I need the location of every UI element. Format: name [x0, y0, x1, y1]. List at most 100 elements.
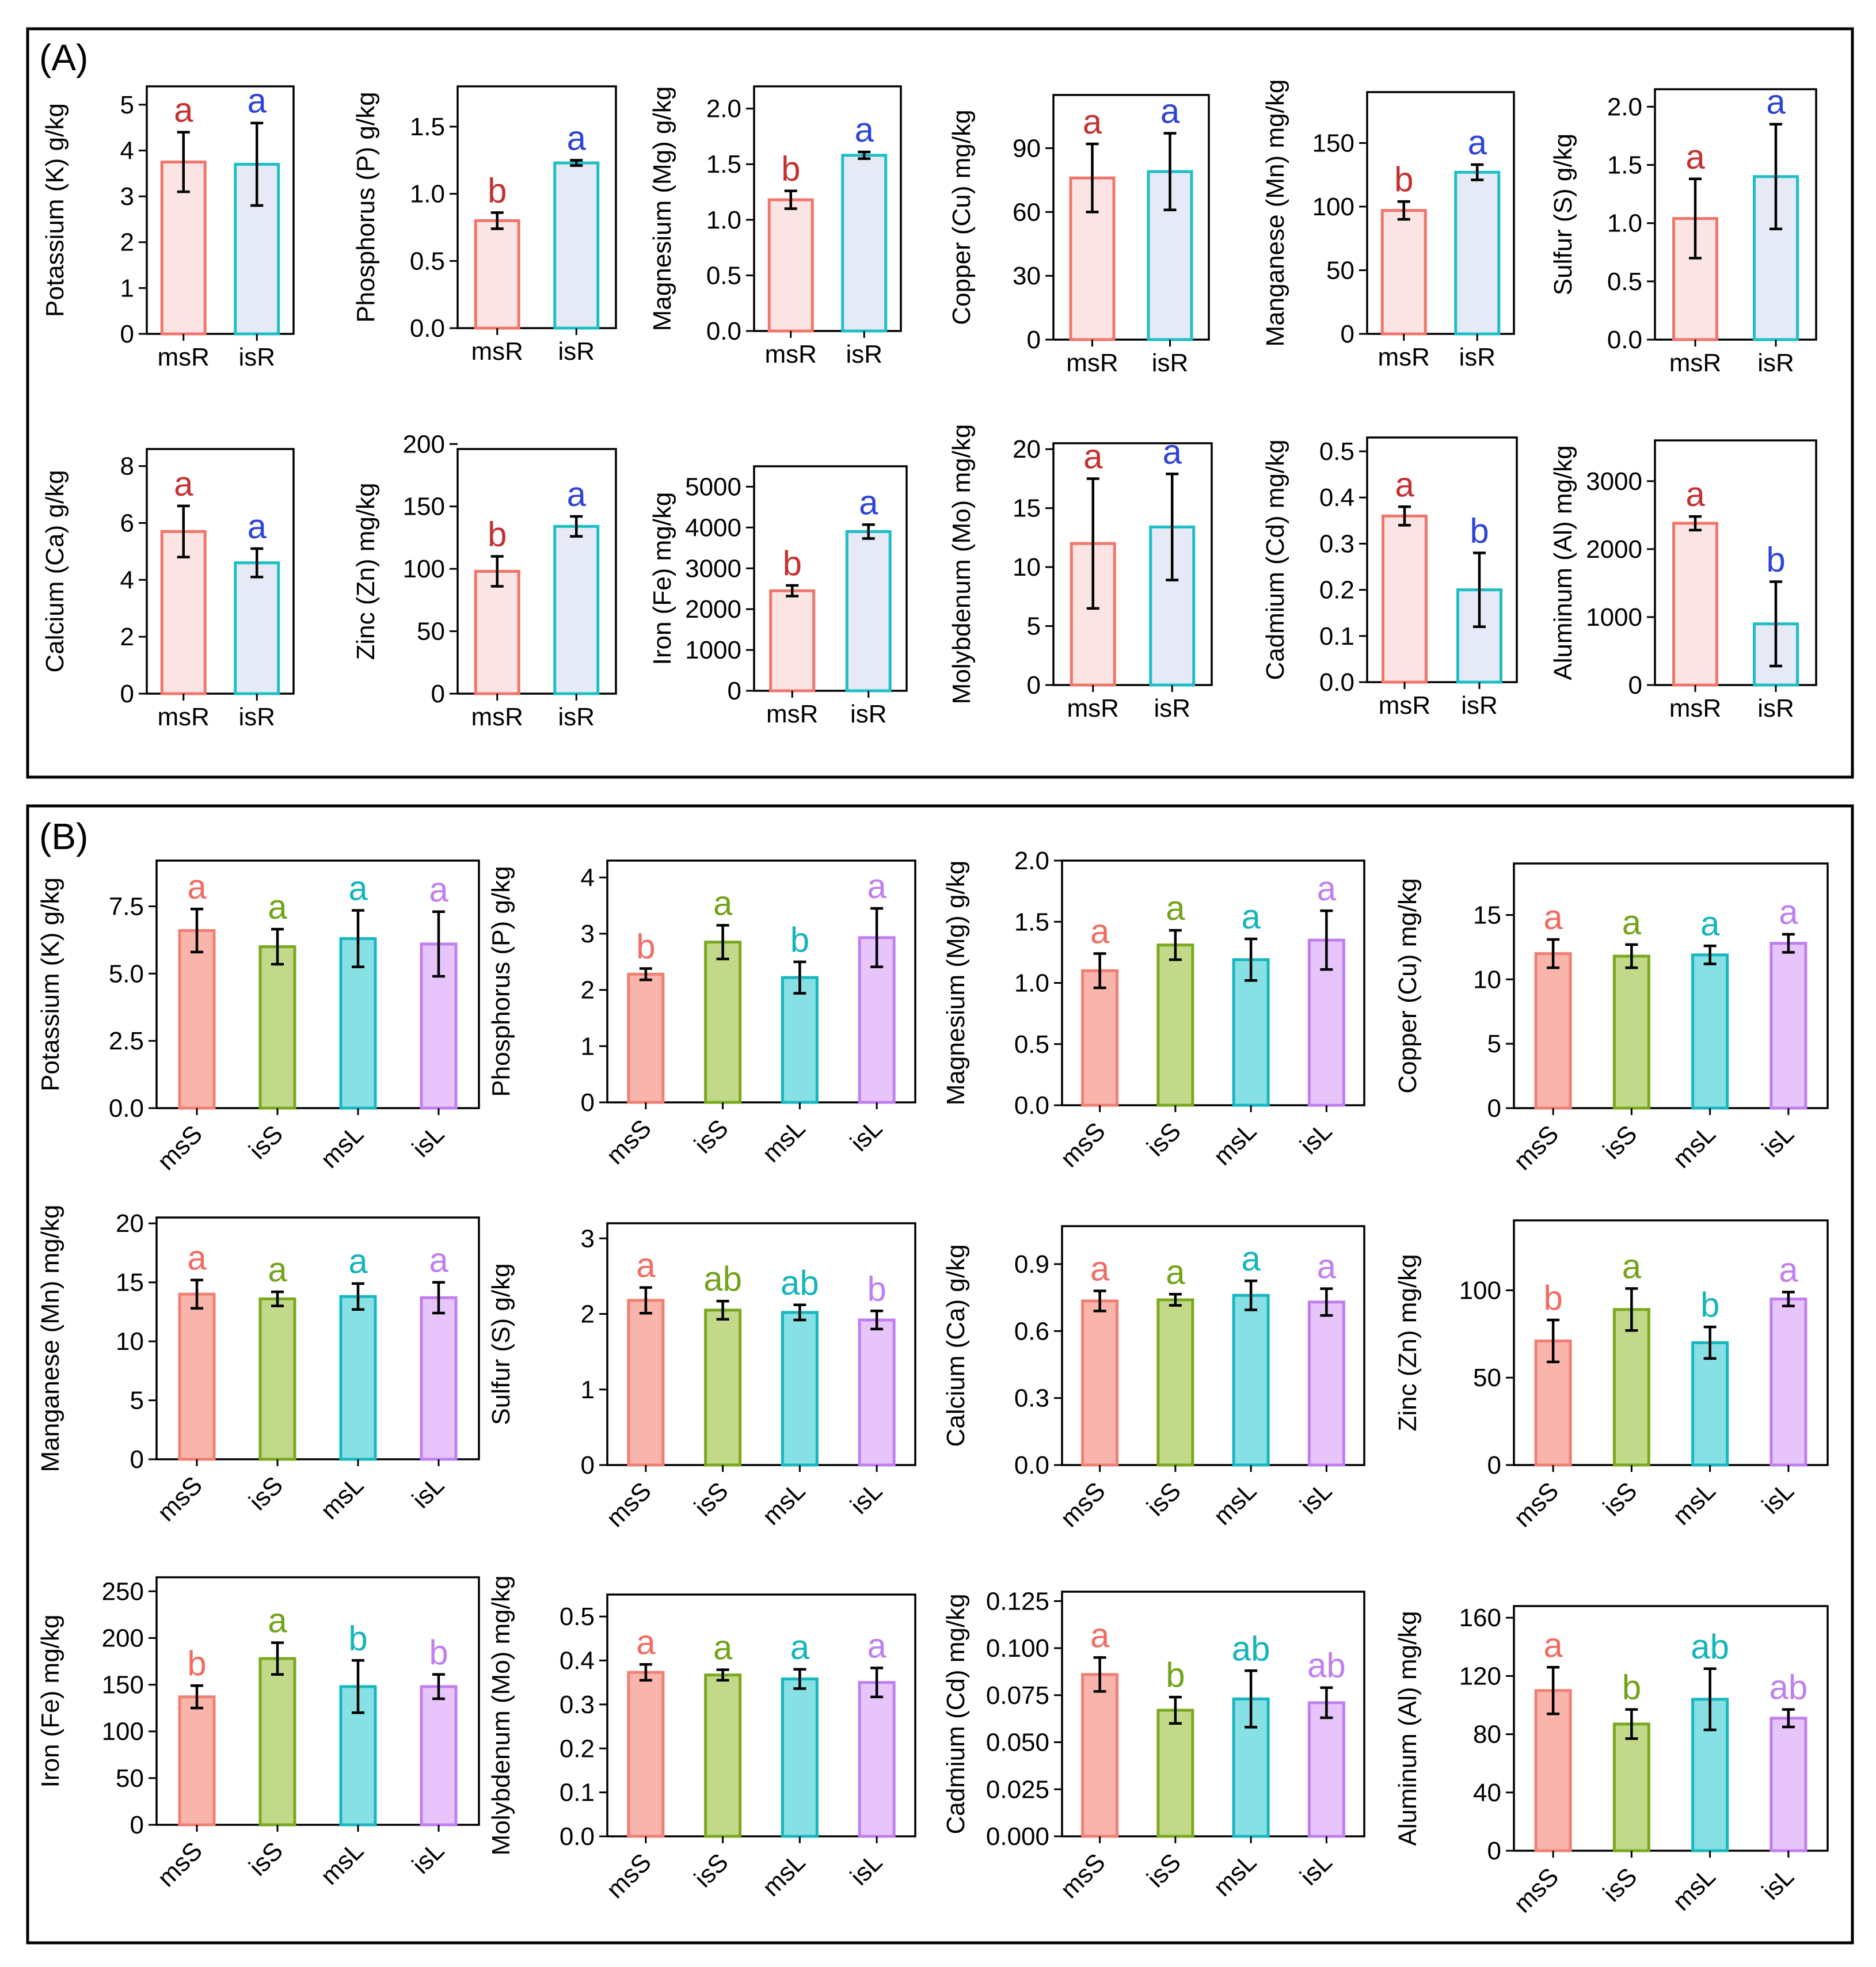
- y-tick-label: 0.3: [1014, 1384, 1049, 1413]
- significance-letter-isS: b: [1622, 1668, 1641, 1707]
- plot-frame: [606, 859, 916, 1104]
- x-tick-label-msR: msR: [1379, 691, 1430, 720]
- significance-letter-msS: a: [187, 1239, 207, 1277]
- y-tick-label: 5.0: [109, 960, 144, 988]
- significance-letter-isL: a: [429, 870, 448, 909]
- y-tick-label: 150: [403, 493, 445, 521]
- x-tick-label-msR: msR: [471, 337, 523, 366]
- significance-letter-isS: b: [1166, 1656, 1185, 1694]
- y-tick-label: 0.5: [1319, 437, 1354, 466]
- y-axis-label: Molybdenum (Mo) mg/kg: [947, 424, 976, 705]
- y-axis-label: Iron (Fe) mg/kg: [36, 1615, 64, 1788]
- x-tick-label-isS: isS: [689, 1848, 734, 1893]
- y-tick-label: 40: [1473, 1779, 1501, 1807]
- bar-isS: [704, 1308, 742, 1467]
- bar-msS: [1534, 952, 1572, 1110]
- plot-frame: [1052, 442, 1213, 686]
- y-tick-label: 0.5: [560, 1603, 595, 1631]
- chart-a-4: 0 30 60 90 Copper (Cu) mg/kg a msR a isR: [947, 92, 1210, 377]
- y-tick-label: 5000: [685, 473, 741, 501]
- y-tick-label: 1: [120, 274, 134, 302]
- significance-letter-isR: a: [855, 111, 874, 149]
- y-tick-label: 0: [120, 680, 134, 708]
- x-tick-label-msS: msS: [152, 1836, 208, 1892]
- significance-letter-msS: a: [1543, 1626, 1563, 1664]
- x-tick-label-msR: msR: [765, 340, 817, 368]
- significance-letter-msL: a: [1241, 1239, 1261, 1278]
- plot-frame: [155, 1216, 480, 1460]
- bar-msS: [1081, 969, 1119, 1107]
- x-tick-label-isL: isL: [1757, 1120, 1799, 1162]
- y-tick-label: 0: [1487, 1451, 1501, 1479]
- significance-letter-msS: a: [1090, 1616, 1110, 1654]
- y-tick-label: 1.0: [1014, 969, 1049, 998]
- y-tick-label: 4: [581, 863, 595, 892]
- x-tick-label-msR: msR: [471, 703, 523, 731]
- y-tick-label: 0.5: [410, 247, 445, 275]
- bar-isL: [1770, 942, 1807, 1110]
- y-tick-label: 2.0: [1607, 93, 1642, 121]
- plot-frame: [1366, 91, 1515, 335]
- chart-b-6: 0 1 2 3 Sulfur (S) g/kg a msS ab isS ab msL b isL: [487, 1222, 916, 1532]
- y-tick-label: 15: [1473, 901, 1501, 929]
- significance-letter-isR: a: [859, 483, 878, 522]
- y-tick-label: 0.0: [706, 317, 741, 345]
- significance-letter-msS: a: [636, 1623, 656, 1661]
- significance-letter-msL: a: [348, 1242, 368, 1281]
- y-tick-label: 1.0: [410, 180, 445, 208]
- bar-msR: [767, 198, 814, 333]
- significance-letter-msL: ab: [781, 1264, 819, 1302]
- y-axis-label: Zinc (Zn) mg/kg: [352, 482, 380, 660]
- significance-letter-isL: b: [867, 1269, 886, 1308]
- x-tick-label-msL: msL: [315, 1471, 369, 1524]
- y-tick-label: 3000: [685, 554, 741, 583]
- y-axis-label: Magnesium (Mg) g/kg: [942, 861, 970, 1105]
- bar-msL: [1691, 1341, 1729, 1467]
- y-tick-label: 0.0: [410, 314, 445, 343]
- chart-b-2: 0 1 2 3 4 Phosphorus (P) g/kg b msS a isS b msL a isL: [487, 859, 916, 1170]
- y-tick-label: 1: [581, 1376, 595, 1404]
- y-tick-label: 5: [130, 1387, 144, 1415]
- bar-msR: [1380, 209, 1427, 336]
- charts-group: 0 1 2 3 4 5 Potassium (K) g/kg a msR a isR 0.0 0.5 1.…: [36, 79, 1829, 1918]
- x-tick-label-msR: msR: [766, 700, 818, 728]
- y-tick-label: 0: [581, 1089, 595, 1117]
- y-tick-label: 1.5: [706, 150, 741, 178]
- y-tick-label: 7.5: [109, 892, 144, 920]
- y-tick-label: 0: [130, 1445, 144, 1474]
- plot-frame: [155, 859, 480, 1109]
- significance-letter-msS: a: [636, 1246, 656, 1285]
- x-tick-label-isS: isS: [1598, 1477, 1643, 1521]
- x-tick-label-isS: isS: [243, 1120, 288, 1165]
- y-tick-label: 0: [1341, 320, 1354, 348]
- bar-msR: [769, 589, 816, 693]
- y-tick-label: 3: [581, 920, 595, 948]
- y-tick-label: 0.000: [986, 1823, 1049, 1851]
- y-tick-label: 1000: [1586, 603, 1642, 631]
- x-tick-label-isL: isL: [1295, 1477, 1337, 1519]
- y-tick-label: 0: [130, 1811, 144, 1839]
- significance-letter-isS: a: [1166, 889, 1185, 927]
- bar-isS: [704, 941, 742, 1104]
- y-axis-label: Copper (Cu) mg/kg: [1394, 878, 1422, 1093]
- y-tick-label: 2: [581, 1300, 595, 1329]
- y-tick-label: 0.5: [706, 261, 741, 290]
- y-tick-label: 0: [1487, 1837, 1501, 1865]
- significance-letter-isL: a: [867, 1627, 886, 1665]
- y-tick-label: 1.5: [410, 113, 445, 141]
- y-tick-label: 1000: [685, 636, 741, 664]
- significance-letter-isR: a: [248, 507, 267, 546]
- bar-isS: [1156, 943, 1194, 1107]
- bar-isS: [704, 1673, 742, 1838]
- y-tick-label: 0.5: [1014, 1030, 1049, 1059]
- significance-letter-msS: a: [187, 868, 207, 906]
- chart-b-11: 0.000 0.025 0.050 0.075 0.100 0.125 Cadmium (C…: [942, 1587, 1365, 1904]
- significance-letter-msR: b: [488, 515, 507, 553]
- y-tick-label: 3: [581, 1224, 595, 1253]
- chart-a-7: 0 2 4 6 8 Calcium (Ca) g/kg a msR a isR: [41, 448, 295, 731]
- plot-frame: [1654, 88, 1817, 341]
- y-tick-label: 100: [102, 1718, 144, 1746]
- chart-b-12: 0 40 80 120 160 Aluminum (Al) mg/kg a msS b isS ab…: [1394, 1604, 1829, 1918]
- x-tick-label-msL: msL: [1667, 1120, 1721, 1173]
- bar-msS: [627, 1671, 665, 1838]
